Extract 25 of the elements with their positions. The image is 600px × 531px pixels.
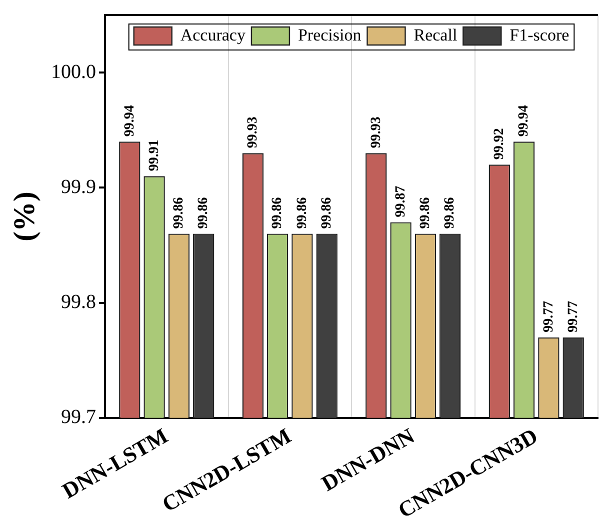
y-axis-title: (%) [8, 191, 41, 242]
y-tick-label: 99.8 [61, 291, 96, 314]
y-tick-label: 99.9 [61, 176, 96, 198]
data-label: 99.94 [122, 105, 138, 137]
data-label: 99.91 [146, 140, 162, 172]
data-label: 99.86 [418, 197, 434, 229]
data-label: 99.86 [270, 197, 286, 229]
data-label: 99.86 [196, 197, 212, 229]
data-label: 99.77 [566, 300, 581, 332]
data-label: 99.86 [294, 197, 310, 229]
data-label: 99.86 [442, 197, 458, 229]
data-label: 99.86 [319, 197, 334, 229]
data-label: 99.94 [516, 105, 532, 137]
data-label: 99.87 [393, 186, 408, 218]
data-label: 99.92 [492, 128, 508, 160]
legend-label: F1-score [510, 25, 570, 44]
data-label: 99.86 [172, 197, 187, 229]
data-label: 99.93 [368, 116, 384, 148]
y-tick-label: 99.7 [61, 406, 96, 428]
legend-label: Recall [414, 25, 458, 44]
data-label: 99.77 [541, 300, 556, 332]
y-tick-label: 100.0 [51, 60, 96, 83]
data-label: 99.93 [246, 116, 261, 148]
legend-label: Accuracy [180, 25, 246, 44]
legend-label: Precision [298, 25, 362, 44]
